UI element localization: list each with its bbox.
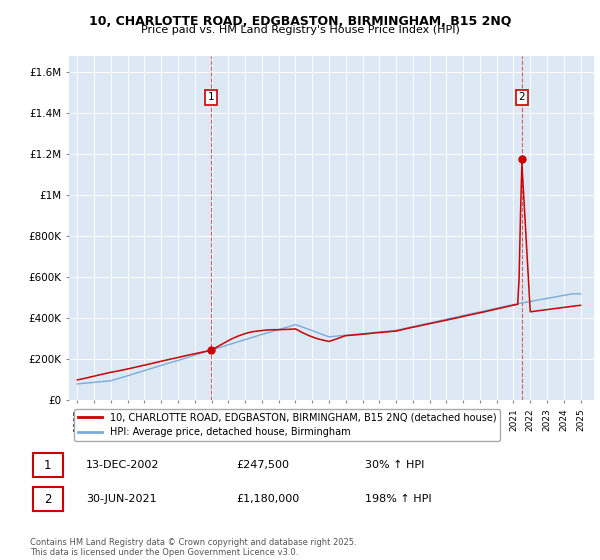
Text: 10, CHARLOTTE ROAD, EDGBASTON, BIRMINGHAM, B15 2NQ: 10, CHARLOTTE ROAD, EDGBASTON, BIRMINGHA… [89,15,511,27]
Text: 1: 1 [44,459,52,472]
Text: 30-JUN-2021: 30-JUN-2021 [86,494,157,504]
Bar [33,487,64,511]
Text: 2: 2 [518,92,525,102]
Text: 198% ↑ HPI: 198% ↑ HPI [365,494,431,504]
Text: Price paid vs. HM Land Registry's House Price Index (HPI): Price paid vs. HM Land Registry's House … [140,25,460,35]
Text: 13-DEC-2002: 13-DEC-2002 [86,460,160,470]
Text: Contains HM Land Registry data © Crown copyright and database right 2025.
This d: Contains HM Land Registry data © Crown c… [30,538,356,557]
Text: £247,500: £247,500 [236,460,289,470]
Text: 30% ↑ HPI: 30% ↑ HPI [365,460,424,470]
Text: £1,180,000: £1,180,000 [236,494,300,504]
Text: 1: 1 [208,92,214,102]
Bar [33,453,64,477]
Text: 2: 2 [44,493,52,506]
Legend: 10, CHARLOTTE ROAD, EDGBASTON, BIRMINGHAM, B15 2NQ (detached house), HPI: Averag: 10, CHARLOTTE ROAD, EDGBASTON, BIRMINGHA… [74,409,500,441]
